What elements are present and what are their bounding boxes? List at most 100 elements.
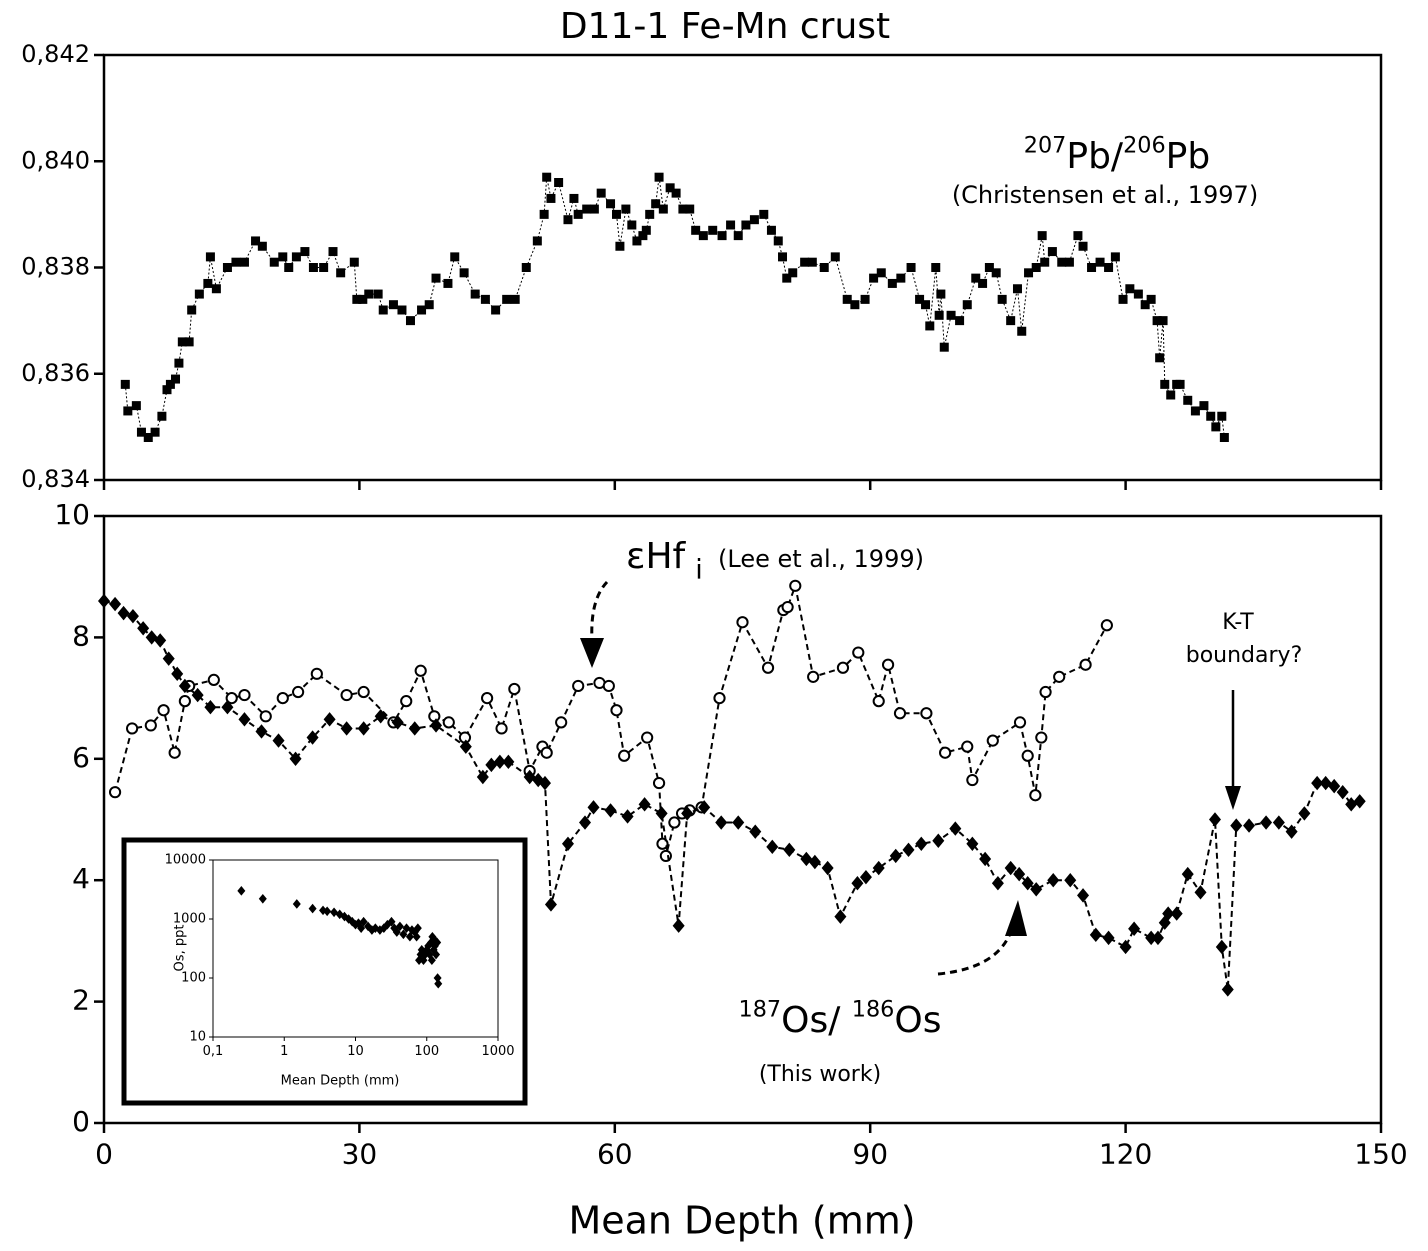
data-point bbox=[800, 257, 810, 267]
data-point bbox=[939, 746, 952, 759]
data-point bbox=[1125, 284, 1135, 294]
y-tick-label: 2 bbox=[72, 984, 90, 1017]
data-point bbox=[869, 273, 879, 283]
data-point bbox=[539, 209, 549, 219]
y-tick-label: 0,834 bbox=[21, 465, 90, 493]
inset-y-label: Os, ppt bbox=[173, 925, 188, 972]
data-point bbox=[162, 385, 172, 395]
data-point bbox=[1039, 685, 1052, 699]
data-point bbox=[997, 294, 1007, 304]
data-point bbox=[1064, 873, 1077, 888]
data-point bbox=[459, 739, 472, 754]
data-point bbox=[178, 695, 191, 708]
x-tick-label: 0,1 bbox=[203, 1044, 224, 1059]
data-point bbox=[187, 305, 197, 315]
data-point bbox=[932, 833, 945, 848]
data-point bbox=[612, 209, 622, 219]
data-point bbox=[495, 722, 508, 735]
data-point bbox=[665, 183, 675, 193]
data-point bbox=[171, 374, 181, 384]
data-point bbox=[906, 263, 916, 272]
data-point bbox=[412, 931, 421, 942]
data-point bbox=[902, 842, 915, 858]
data-point bbox=[1104, 263, 1114, 272]
data-point bbox=[207, 673, 220, 686]
data-point bbox=[546, 193, 556, 203]
data-point bbox=[778, 252, 788, 262]
data-point bbox=[807, 257, 817, 267]
data-point bbox=[658, 204, 668, 214]
data-point bbox=[978, 278, 988, 288]
chart-title: D11-1 Fe-Mn crust bbox=[560, 6, 890, 47]
data-point bbox=[357, 721, 370, 736]
data-point bbox=[374, 709, 387, 724]
data-point bbox=[340, 688, 353, 702]
data-point bbox=[651, 199, 661, 209]
data-point bbox=[502, 294, 512, 304]
y-tick-label: 0,842 bbox=[21, 40, 90, 68]
data-point bbox=[1133, 289, 1143, 299]
data-point bbox=[781, 600, 794, 614]
data-point bbox=[920, 707, 933, 720]
annotation-part: Pb bbox=[1166, 136, 1211, 177]
data-point bbox=[204, 700, 217, 715]
data-point bbox=[544, 897, 557, 912]
data-point bbox=[291, 252, 301, 262]
data-point bbox=[259, 710, 272, 723]
annotation: boundary? bbox=[1186, 643, 1303, 668]
data-point bbox=[459, 268, 469, 278]
data-point bbox=[344, 914, 353, 924]
data-point bbox=[589, 204, 599, 214]
data-point bbox=[292, 899, 301, 909]
data-point bbox=[203, 278, 213, 288]
data-point bbox=[1029, 789, 1042, 802]
data-point bbox=[205, 252, 215, 262]
data-point bbox=[681, 806, 694, 821]
data-point bbox=[1128, 921, 1141, 936]
data-point bbox=[851, 876, 864, 891]
data-point bbox=[154, 633, 167, 648]
annotation-arrow bbox=[590, 580, 609, 641]
data-point bbox=[1119, 939, 1132, 955]
data-point bbox=[1140, 300, 1150, 310]
data-point bbox=[429, 945, 438, 955]
data-point bbox=[1215, 939, 1228, 955]
y-tick-label: 4 bbox=[72, 862, 90, 895]
data-point bbox=[1158, 316, 1168, 326]
data-point bbox=[1077, 888, 1090, 903]
data-point bbox=[1345, 797, 1358, 812]
data-point bbox=[308, 263, 318, 272]
data-point bbox=[1217, 411, 1227, 421]
data-point bbox=[1230, 818, 1243, 833]
data-point bbox=[508, 682, 521, 696]
data-point bbox=[627, 220, 637, 230]
data-point bbox=[221, 700, 234, 715]
annotation-part: εHf bbox=[626, 536, 687, 577]
data-point bbox=[194, 289, 204, 299]
data-point bbox=[427, 955, 436, 966]
data-point bbox=[991, 876, 1004, 891]
data-point bbox=[258, 893, 267, 904]
data-point bbox=[606, 199, 616, 209]
data-point bbox=[399, 929, 408, 940]
data-point bbox=[715, 815, 728, 830]
data-point bbox=[713, 692, 726, 705]
data-point bbox=[889, 848, 902, 864]
data-point bbox=[422, 945, 431, 955]
data-point bbox=[915, 294, 925, 304]
y-tick-label: 10000 bbox=[165, 853, 206, 868]
data-point bbox=[979, 851, 992, 867]
x-tick-label: 0 bbox=[95, 1137, 113, 1170]
data-point bbox=[538, 775, 551, 791]
data-point bbox=[405, 316, 415, 326]
data-point bbox=[125, 722, 139, 735]
data-point bbox=[1219, 433, 1229, 442]
data-point bbox=[413, 923, 422, 933]
data-point bbox=[1206, 411, 1216, 421]
data-point bbox=[621, 204, 631, 214]
annotation: K-T bbox=[1222, 610, 1254, 635]
annotation-part: 186 bbox=[852, 996, 895, 1022]
y-tick-label: 0,840 bbox=[21, 146, 90, 174]
data-point bbox=[480, 294, 490, 304]
data-point bbox=[685, 204, 695, 214]
